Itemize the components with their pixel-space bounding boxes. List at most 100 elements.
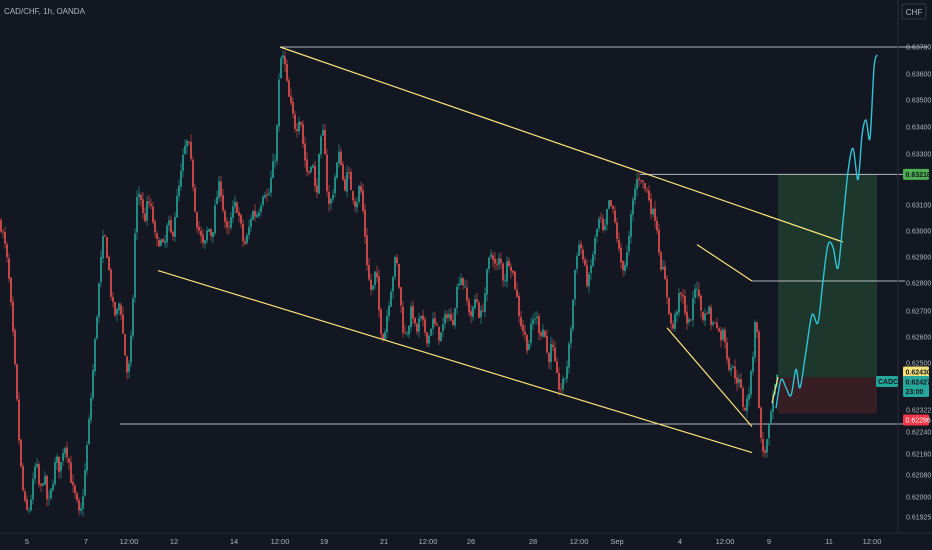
x-tick-label: 12:00: [716, 537, 735, 546]
x-tick-label: 14: [230, 537, 238, 546]
candle[interactable]: [108, 255, 110, 271]
target-price-badge-label: 0.63218: [906, 172, 931, 179]
candle[interactable]: [10, 277, 12, 306]
currency-button-label[interactable]: CHF: [906, 8, 923, 17]
y-tick-label: 0.63300: [906, 152, 931, 159]
x-tick-label: 12:00: [120, 537, 139, 546]
candle[interactable]: [318, 153, 320, 194]
candle[interactable]: [608, 200, 610, 209]
x-tick-label: 7: [84, 537, 88, 546]
candle[interactable]: [94, 337, 96, 376]
x-tick-label: 26: [467, 537, 475, 546]
candle[interactable]: [16, 363, 18, 401]
y-tick-label: 0.62160: [906, 452, 931, 459]
candle[interactable]: [336, 161, 338, 179]
candle[interactable]: [130, 330, 132, 367]
candle[interactable]: [0, 218, 2, 233]
candle[interactable]: [124, 334, 126, 355]
profit-zone[interactable]: [778, 174, 877, 377]
candle[interactable]: [194, 184, 196, 213]
stop-price-badge-label: 0.62286: [906, 418, 931, 425]
x-tick-label: 28: [529, 537, 537, 546]
candle[interactable]: [14, 327, 16, 366]
y-tick-label: 0.62600: [906, 335, 931, 342]
candle[interactable]: [280, 56, 282, 79]
y-tick-label: 0.62900: [906, 255, 931, 262]
x-tick-label: 12:00: [863, 537, 882, 546]
candle[interactable]: [132, 295, 134, 340]
candle[interactable]: [22, 463, 24, 492]
y-tick-label: 0.62322: [906, 408, 931, 415]
candle[interactable]: [278, 73, 280, 132]
candle[interactable]: [430, 328, 432, 336]
x-tick-label: 19: [320, 537, 328, 546]
x-tick-label: 21: [380, 537, 388, 546]
y-tick-label: 0.63400: [906, 125, 931, 132]
candle[interactable]: [236, 201, 238, 213]
candle[interactable]: [478, 301, 480, 319]
candle[interactable]: [18, 392, 20, 444]
y-tick-label: 0.63700: [906, 45, 931, 52]
entry-price-badge-label: 0.62430: [906, 370, 931, 377]
currency-button[interactable]: CHF: [902, 4, 926, 19]
candle[interactable]: [668, 297, 670, 315]
candle[interactable]: [572, 299, 574, 332]
candle[interactable]: [110, 268, 112, 301]
y-tick-label: 0.62080: [906, 473, 931, 480]
candle[interactable]: [610, 200, 612, 207]
candle[interactable]: [758, 330, 760, 409]
candle[interactable]: [394, 256, 396, 280]
candle[interactable]: [98, 282, 100, 323]
candle[interactable]: [660, 251, 662, 272]
candle[interactable]: [114, 302, 116, 318]
x-tick-label: Sep: [610, 537, 623, 546]
y-tick-label: 0.63000: [906, 229, 931, 236]
candle[interactable]: [20, 439, 22, 468]
y-tick-label: 0.63600: [906, 72, 931, 79]
x-tick-label: 4: [678, 537, 682, 546]
candle[interactable]: [398, 264, 400, 289]
candle[interactable]: [252, 210, 254, 221]
y-tick-label: 0.61925: [906, 515, 931, 522]
x-tick-label: 5: [25, 537, 29, 546]
candle[interactable]: [440, 332, 442, 341]
candle[interactable]: [96, 315, 98, 341]
candle[interactable]: [106, 236, 108, 258]
candle[interactable]: [708, 305, 710, 314]
x-tick-label: 12: [170, 537, 178, 546]
candle[interactable]: [326, 148, 328, 196]
candle[interactable]: [134, 228, 136, 303]
candle[interactable]: [760, 406, 762, 443]
y-tick-label: 0.62800: [906, 281, 931, 288]
y-tick-label: 0.62000: [906, 495, 931, 502]
candle[interactable]: [750, 370, 752, 399]
y-tick-label: 0.63100: [906, 203, 931, 210]
y-tick-label: 0.62500: [906, 361, 931, 368]
x-tick-label: 9: [767, 537, 771, 546]
target-price-badge[interactable]: 0.63218: [903, 169, 931, 180]
candle[interactable]: [192, 156, 194, 191]
candle[interactable]: [38, 462, 40, 488]
candle[interactable]: [12, 297, 14, 336]
x-tick-label: 12:00: [570, 537, 589, 546]
candle[interactable]: [514, 271, 516, 291]
chart-title: CAD/CHF, 1h, OANDA: [4, 7, 86, 16]
candle[interactable]: [728, 356, 730, 372]
stop-price-badge[interactable]: 0.62286: [903, 415, 931, 426]
candle[interactable]: [358, 185, 360, 204]
x-tick-label: 12:00: [419, 537, 438, 546]
candle[interactable]: [276, 124, 278, 165]
y-tick-label: 0.63500: [906, 98, 931, 105]
candle[interactable]: [754, 319, 756, 361]
candle[interactable]: [86, 441, 88, 475]
entry-price-badge[interactable]: 0.62430: [903, 367, 931, 378]
current-price-label: 0.62427: [906, 380, 931, 387]
countdown-label: 23:00: [906, 389, 924, 396]
candle[interactable]: [722, 328, 724, 341]
candle[interactable]: [378, 269, 380, 317]
candle[interactable]: [88, 415, 90, 445]
x-tick-label: 11: [825, 537, 833, 546]
y-tick-label: 0.62700: [906, 309, 931, 316]
